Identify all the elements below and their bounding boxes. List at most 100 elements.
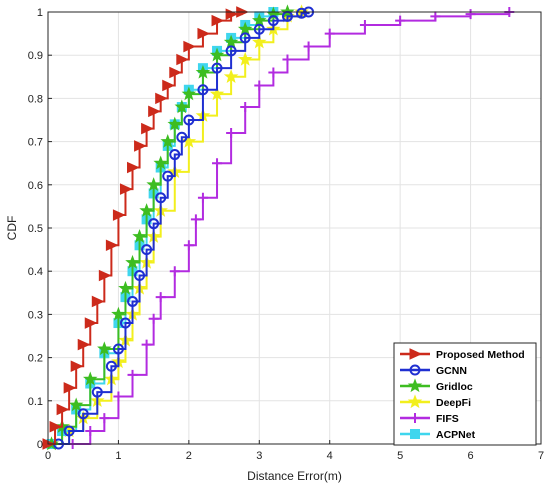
data-point [197,84,209,96]
y-axis-ticks: 0 0.1 0.2 0.3 0.4 0.5 0.6 0.7 0.8 0.9 1 [28,7,52,451]
data-point [162,170,174,182]
data-point [237,21,253,36]
x-tick-label: 6 [468,450,474,462]
legend-item: Gridloc [400,378,473,393]
data-point [91,295,105,308]
data-point [395,15,406,26]
series-layer [42,4,515,451]
legend-label: Proposed Method [436,349,525,361]
data-point [148,105,161,118]
data-point [77,338,91,351]
legend-marker [407,394,423,409]
data-point [183,40,197,53]
data-point [141,244,153,256]
data-point [183,240,194,251]
data-point [169,66,182,79]
series-line [58,12,310,445]
y-tick-label: 0.2 [28,353,43,365]
data-point [119,183,133,195]
data-point [63,382,77,394]
data-point [253,23,265,35]
data-point [209,86,225,101]
y-tick-label: 0 [37,439,43,451]
data-point [77,408,89,420]
data-point [254,80,265,91]
legend-label: DeepFi [436,397,471,409]
series-line [51,12,303,445]
data-point [105,360,117,372]
data-point [197,192,208,203]
data-point [226,127,237,138]
y-tick-label: 0.3 [28,309,43,321]
legend-item: GCNN [400,364,467,377]
x-tick-label: 1 [115,450,121,462]
data-point [99,413,110,424]
data-point [225,45,237,57]
y-tick-label: 0.4 [28,266,43,278]
data-point [160,133,175,148]
data-point [169,266,180,277]
data-point [112,209,126,221]
data-point [84,317,98,329]
y-tick-label: 0.5 [28,223,43,235]
data-point [98,269,112,282]
data-point [239,32,251,44]
x-tick-label: 0 [45,450,51,462]
data-point [127,161,140,174]
data-point [240,102,251,113]
data-point [181,133,197,148]
data-point [303,41,314,52]
data-point [195,64,211,79]
legend-box [393,342,537,446]
data-point [118,280,133,295]
data-point [211,62,223,74]
data-point [127,295,139,307]
data-point [132,228,147,243]
data-point [146,177,161,191]
legend-item: DeepFi [400,394,471,409]
y-tick-label: 0.8 [28,93,43,105]
data-point [91,386,103,398]
data-point [252,34,267,49]
data-point [134,270,146,282]
data-point [190,214,201,225]
legend-marker [409,348,423,360]
y-tick-label: 0.6 [28,180,43,192]
data-point [134,140,147,152]
data-point [162,79,175,92]
y-tick-label: 0.9 [28,50,43,62]
data-point [183,114,195,126]
data-point [113,391,124,402]
y-tick-label: 0.7 [28,137,43,149]
x-tick-label: 5 [397,450,403,462]
data-point [148,218,160,230]
data-point [68,397,84,412]
data-point [268,67,279,78]
data-point [176,131,188,143]
x-axis-ticks: 0 1 2 3 4 5 6 7 [45,440,544,462]
data-point [209,47,225,62]
x-tick-label: 3 [256,450,262,462]
legend-item: FIFS [400,413,459,425]
data-point [169,149,181,161]
data-point [127,369,138,380]
data-point [155,192,167,204]
data-point [70,360,84,373]
data-point [197,27,211,40]
y-tick-label: 1 [37,7,43,19]
legend-item: Proposed Method [400,348,525,361]
data-point [296,7,308,19]
data-point [324,28,335,39]
data-point [148,313,159,324]
y-axis-label: CDF [5,216,19,241]
series-gcnn [53,6,315,450]
data-point [465,9,476,20]
data-point [49,420,63,433]
data-point [176,53,190,66]
legend-marker [407,378,423,393]
data-point [212,158,223,169]
data-point [56,403,70,416]
data-point [223,34,239,49]
data-point [119,317,131,329]
